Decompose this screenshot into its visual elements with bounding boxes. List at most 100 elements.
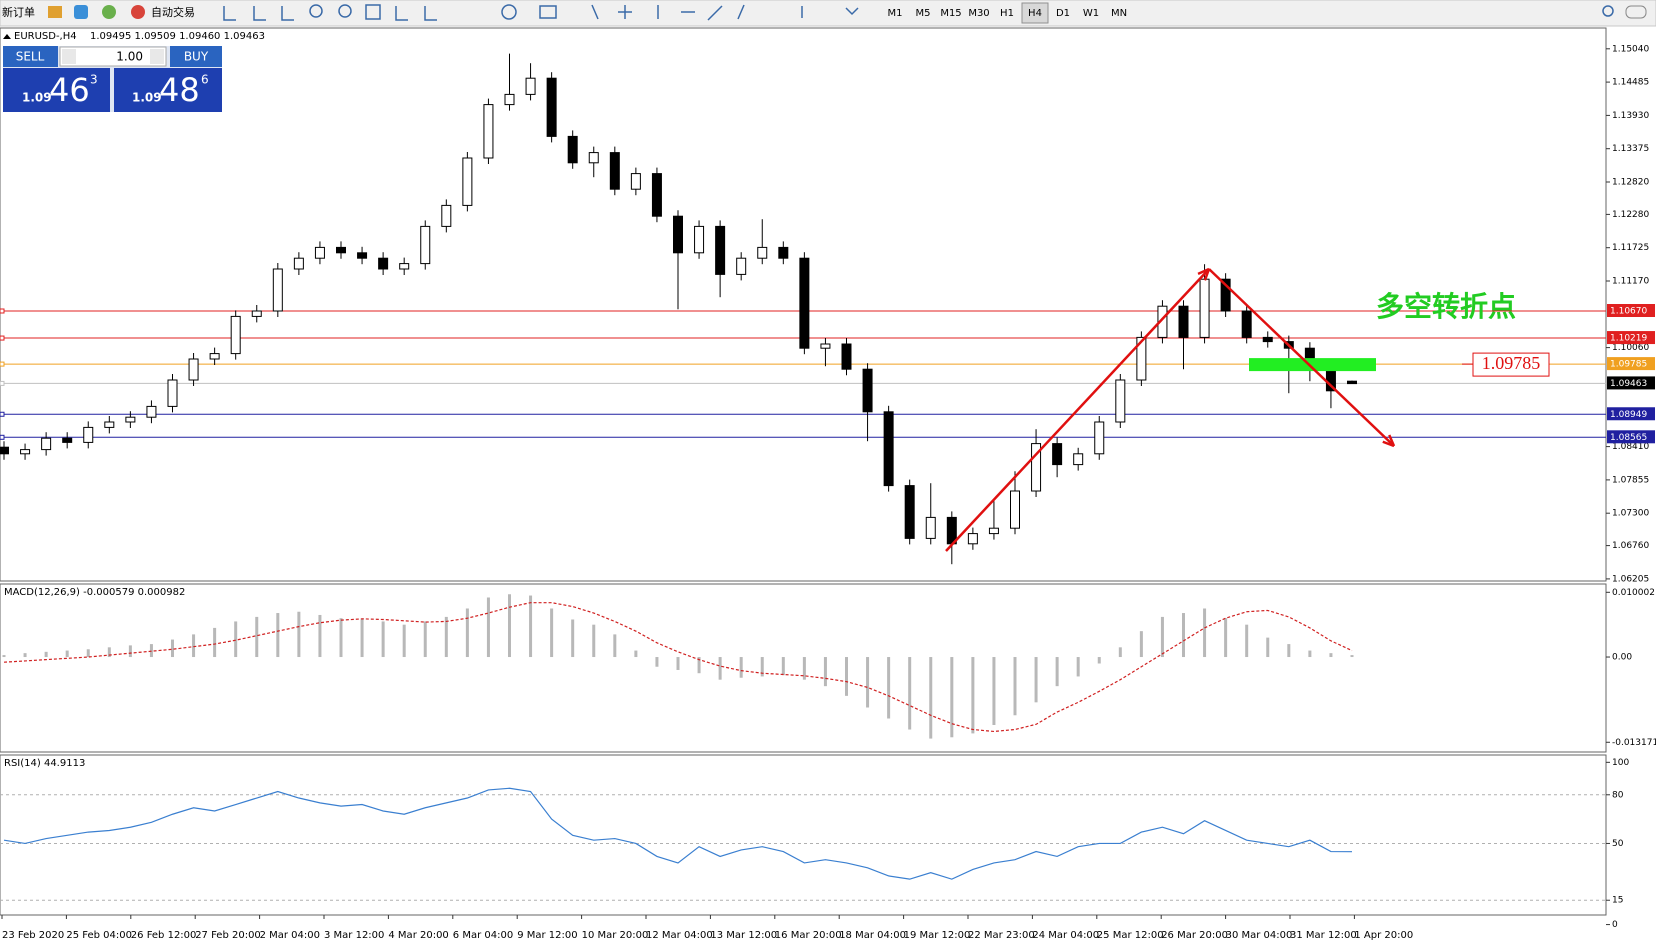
icon[interactable]: [338, 4, 352, 18]
buy-button[interactable]: [170, 46, 222, 67]
sell-label[interactable]: SELL: [16, 50, 45, 64]
x-tick-label: 23 Feb 2020: [2, 930, 64, 941]
macd-bar: [697, 657, 701, 674]
x-tick-label: 24 Mar 04:00: [1032, 930, 1099, 941]
price-marker: [0, 434, 5, 440]
lot-value[interactable]: 1.00: [116, 50, 143, 64]
icon[interactable]: [539, 5, 557, 19]
auto-trading[interactable]: 自动交易: [151, 5, 195, 19]
candle-body: [736, 257, 747, 275]
search[interactable]: [1602, 5, 1614, 17]
icon[interactable]: [365, 4, 381, 20]
y-tick-label: 1.07300: [1612, 509, 1649, 519]
price-label-box: [1607, 430, 1655, 444]
macd-bar: [929, 657, 933, 739]
candle-body: [1347, 380, 1357, 385]
timeframe-button[interactable]: W1: [1083, 8, 1099, 19]
trend-arrow: [1208, 268, 1395, 447]
buy-label[interactable]: BUY: [184, 50, 209, 64]
macd-bar: [529, 595, 533, 658]
timeframe-button[interactable]: D1: [1056, 8, 1070, 19]
icon[interactable]: [591, 4, 859, 21]
y-tick-label: 1.15040: [1612, 44, 1649, 54]
macd-bar: [1224, 618, 1228, 658]
macd-bar: [213, 627, 217, 658]
price-label: 1.08565: [1610, 433, 1647, 443]
macd-bar: [65, 650, 69, 658]
macd-bar: [1076, 657, 1080, 677]
arrow-head: [1382, 434, 1396, 448]
timeframe-button[interactable]: M1: [888, 8, 903, 19]
candle-body: [799, 257, 810, 349]
sell-button[interactable]: [3, 46, 58, 67]
candle-body: [357, 252, 368, 259]
lot-up[interactable]: [150, 49, 164, 64]
candle-body: [1136, 336, 1147, 381]
candle-body: [1220, 278, 1231, 312]
timeframe-button[interactable]: M5: [916, 8, 931, 19]
candle-body: [883, 411, 894, 487]
candle-body: [1073, 453, 1084, 466]
macd-bar: [781, 657, 785, 676]
macd-bar: [571, 619, 575, 658]
icon[interactable]: [102, 5, 116, 19]
macd-bar: [1034, 657, 1038, 703]
new-order[interactable]: 新订单: [2, 5, 35, 19]
candle-body: [420, 225, 431, 265]
macd-bar: [1097, 657, 1101, 664]
tool-icons[interactable]: [223, 4, 859, 21]
chat[interactable]: [1625, 5, 1647, 19]
macd-bar: [402, 624, 406, 658]
icon[interactable]: [131, 5, 145, 19]
macd-bar: [845, 657, 848, 696]
ask-box[interactable]: [114, 68, 222, 112]
macd-bar: [23, 653, 27, 658]
candle-body: [1178, 305, 1189, 338]
candle-body: [104, 421, 115, 428]
x-tick-label: 10 Mar 20:00: [582, 930, 649, 941]
timeframe-button[interactable]: H4: [1028, 8, 1042, 19]
macd-bar: [1118, 647, 1122, 658]
candle-body: [778, 246, 789, 259]
macd-bar: [634, 650, 638, 658]
annotation-text: 多空转折点: [1376, 290, 1516, 323]
macd-bar: [508, 594, 511, 658]
x-tick-label: 16 Mar 20:00: [775, 930, 842, 941]
candle-body: [1157, 305, 1168, 338]
macd-bar: [44, 651, 48, 658]
macd-bar: [339, 618, 343, 658]
macd-bar: [1139, 631, 1143, 658]
macd-bar: [1160, 616, 1164, 658]
candle-body: [925, 516, 936, 539]
icon[interactable]: [48, 6, 62, 18]
icon[interactable]: [501, 4, 517, 20]
y-tick-label: 0.00: [1612, 653, 1632, 663]
y-tick-label: -0.013171: [1612, 738, 1656, 748]
macd-bar: [992, 657, 996, 725]
candle-body: [588, 152, 599, 164]
bid-box[interactable]: [3, 68, 110, 112]
y-tick-label: 0.010002: [1612, 588, 1655, 598]
candle-body: [651, 173, 662, 217]
macd-bar: [1182, 613, 1185, 658]
candle-body: [314, 246, 325, 259]
candle-body: [378, 257, 389, 270]
candle-body: [83, 426, 94, 443]
macd-bar: [1013, 657, 1017, 716]
macd-bar: [1287, 644, 1291, 658]
timeframe-button[interactable]: MN: [1111, 8, 1127, 19]
candle-body: [546, 77, 557, 137]
lot-down[interactable]: [62, 49, 76, 64]
timeframe-button[interactable]: M30: [968, 8, 989, 19]
candle-body: [209, 353, 220, 360]
icon[interactable]: [309, 4, 323, 18]
candle-body: [146, 405, 157, 418]
icon[interactable]: [74, 5, 88, 19]
icon[interactable]: [223, 6, 437, 21]
lot-field[interactable]: [59, 46, 167, 67]
timeframe-button[interactable]: H1: [1000, 8, 1014, 19]
price-marker: [0, 380, 5, 386]
timeframe-button[interactable]: M15: [940, 8, 961, 19]
y-tick-label: 1.11725: [1612, 243, 1649, 253]
price-marker: [0, 335, 5, 341]
